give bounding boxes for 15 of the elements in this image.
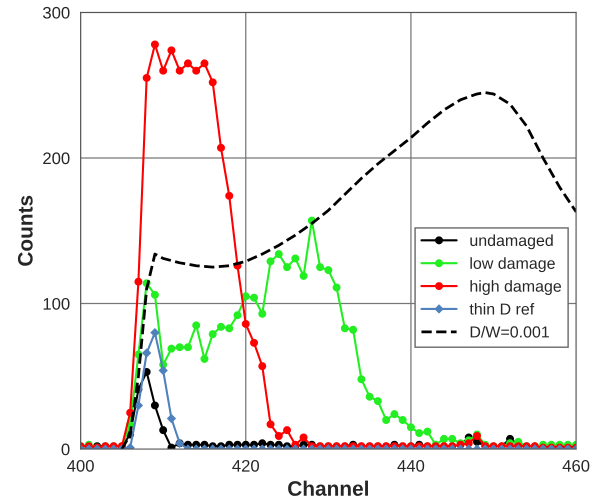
x-tick-label: 420 [232, 460, 260, 472]
y-tick-label: 300 [43, 6, 70, 19]
x-axis-title: Channel [288, 480, 368, 496]
legend-label: thin D ref [470, 302, 534, 315]
y-axis-title: Counts [18, 196, 33, 266]
legend-label: low damage [470, 257, 555, 272]
legend-label: D/W=0.001 [470, 326, 549, 338]
legend-label: high damage [470, 280, 562, 295]
y-tick-label: 0 [62, 444, 70, 456]
y-tick-label: 100 [44, 298, 70, 310]
legend-label: undamaged [470, 234, 553, 250]
x-tick-label: 400 [67, 460, 94, 472]
x-tick-label: 440 [397, 460, 424, 472]
y-tick-label: 200 [43, 152, 70, 164]
x-tick-label: 460 [562, 460, 590, 472]
